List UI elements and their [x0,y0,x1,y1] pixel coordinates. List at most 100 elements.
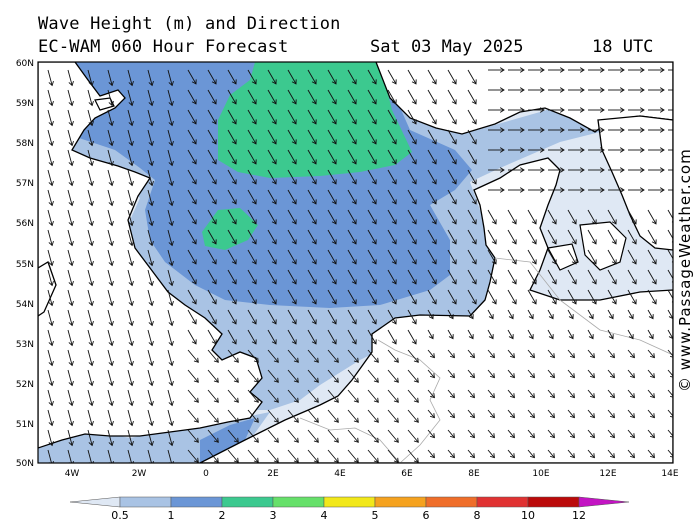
wave-arrow [627,249,637,265]
wave-arrow [147,229,153,246]
wave-arrow [67,89,73,106]
wave-arrow [507,269,517,285]
wave-arrow-head [148,421,154,427]
wave-arrow-head [470,413,475,419]
wave-arrow-head [519,167,525,173]
legend-tick: 6 [423,509,430,522]
wave-arrow [107,389,113,406]
wave-arrow [127,189,133,206]
wave-arrow-head [88,361,94,367]
wave-arrow [567,349,575,358]
wave-arrow-head [499,67,505,73]
wave-arrow-head [313,377,319,383]
wave-arrow-head [510,453,515,459]
wave-arrow [367,389,379,403]
wave-arrow [407,209,417,225]
wave-arrow-head [571,219,577,225]
wave-arrow [547,229,557,245]
wave-arrow [267,289,277,305]
wave-arrow-head [191,279,197,285]
wave-arrow-head [88,241,94,247]
wave-arrow-head [211,119,217,125]
wave-arrow-head [639,107,645,113]
wave-arrow-head [430,433,435,439]
wave-arrow [667,429,673,437]
wave-arrow-head [351,119,357,125]
wave-arrow [127,69,133,86]
wave-arrow-head [231,99,237,105]
wave-arrow [427,269,437,285]
wave-arrow-head [491,299,497,305]
wave-arrow [247,369,259,383]
wave-arrow [247,89,257,105]
wave-arrow [527,349,535,358]
lat-label: 55N [16,260,34,270]
wave-arrow-head [413,457,419,463]
lat-label: 58N [16,139,34,149]
wave-arrow-head [211,219,217,225]
wave-arrow [287,429,299,443]
legend-swatch [374,496,427,508]
wave-arrow-head [579,87,585,93]
wave-arrow-head [231,259,237,265]
wave-arrow-head [499,147,505,153]
wave-arrow [107,209,113,226]
wave-arrow [287,69,297,85]
wave-arrow [267,209,277,225]
wave-arrow-head [331,299,337,305]
wave-arrow-head [599,87,605,93]
wave-arrow [467,269,477,285]
wave-arrow-head [271,119,277,125]
wave-arrow-head [148,341,154,347]
wave-arrow-head [471,179,477,185]
wave-arrow [267,169,277,185]
wave-arrow [327,109,337,125]
wave-arrow-head [211,199,217,205]
wave-arrow-head [313,457,319,463]
wave-arrow-head [168,181,174,187]
wave-arrow-head [579,127,585,133]
wave-arrow [267,229,277,245]
wave-arrow [427,309,434,319]
wave-arrow-head [271,199,277,205]
wave-arrow-head [411,179,417,185]
wave-arrow [87,269,93,286]
wave-arrow [447,209,457,225]
wave-arrow-head [168,401,174,407]
wave-arrow-head [108,421,114,427]
wave-arrow-head [68,341,74,347]
wave-arrow [527,269,537,285]
wave-arrow [167,89,173,106]
wave-arrow [647,289,657,305]
wave-arrow [47,89,53,106]
wave-arrow-head [491,259,497,265]
wave-arrow [67,349,73,366]
wave-arrow [47,429,53,446]
wave-arrow-head [108,261,114,267]
wave-arrow [307,89,317,105]
wave-arrow-head [590,453,595,459]
wave-arrow-head [48,381,54,387]
wave-arrow [467,289,477,305]
wave-arrow [247,209,257,225]
wave-arrow-head [351,139,357,145]
wave-arrow [607,389,615,398]
wave-arrow [447,389,455,398]
lon-label: 2W [132,469,147,479]
wave-arrow [227,209,237,225]
wave-arrow [667,309,673,319]
wave-arrow [187,309,197,325]
wave-arrow-head [591,259,597,265]
wave-arrow [307,169,317,185]
wave-arrow [207,389,219,403]
wave-arrow [367,229,377,245]
wave-arrow-head [431,199,437,205]
wave-arrow [667,409,673,417]
wave-arrow-head [571,239,577,245]
wave-arrow-head [311,179,317,185]
wave-arrow-head [313,357,319,363]
wave-arrow [87,429,93,446]
wave-arrow-head [431,159,437,165]
wave-arrow [207,69,217,85]
wave-arrow-head [373,377,379,383]
